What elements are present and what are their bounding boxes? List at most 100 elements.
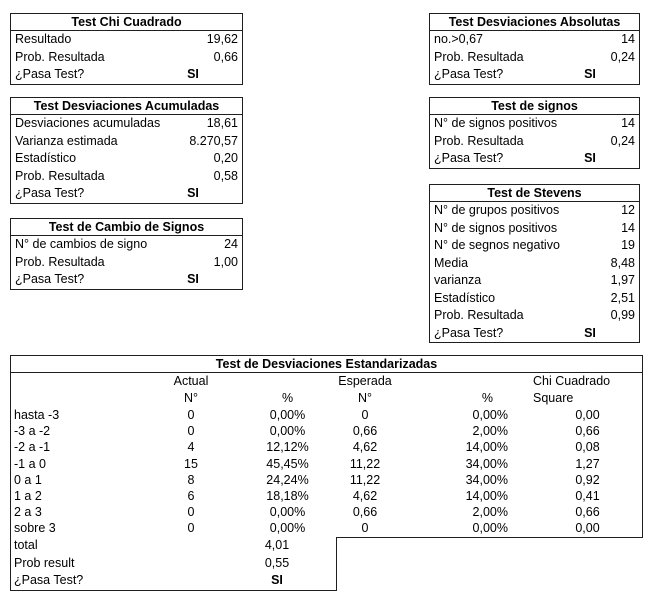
summary-row: Prob result 0,55 xyxy=(11,555,336,573)
pass-test-result: SI xyxy=(187,186,199,200)
stat-value: 18,61 xyxy=(206,116,238,130)
cell-range: 0 a 1 xyxy=(14,472,42,487)
cell-actual-pct: 0,00% xyxy=(269,424,306,439)
stat-row: N° de segnos negativo 19 xyxy=(430,237,639,255)
stat-label: Prob. Resultada xyxy=(15,254,105,269)
pass-test-result: SI xyxy=(584,67,596,81)
pass-test-result: SI xyxy=(584,325,596,340)
table-test-desviaciones-absolutas: Test Desviaciones Absolutas no.>0,67 14 … xyxy=(429,13,640,85)
stat-value: 1,97 xyxy=(610,273,635,287)
table-row: 2 a 3 0 0,00% 0,66 2,00% 0,66 xyxy=(11,504,642,520)
stat-label: N° de grupos positivos xyxy=(434,203,560,217)
pass-test-row: ¿Pasa Test? SI xyxy=(430,66,639,84)
table-test-desviaciones-acumuladas: Test Desviaciones Acumuladas Desviacione… xyxy=(10,97,243,204)
table-summary-footer: total 4,01 Prob result 0,55 ¿Pasa Test? … xyxy=(10,537,337,591)
stat-row: Prob. Resultada 0,58 xyxy=(11,168,242,186)
stat-value: 1,00 xyxy=(213,254,238,269)
stat-value: 0,24 xyxy=(610,133,635,148)
stat-label: Prob result xyxy=(14,555,75,570)
cell-range: -2 a -1 xyxy=(14,440,51,455)
stat-row: Estadístico 2,51 xyxy=(430,290,639,308)
stat-label: Prob. Resultada xyxy=(15,49,105,64)
cell-actual-n: 8 xyxy=(187,472,195,487)
stat-label: ¿Pasa Test? xyxy=(434,325,504,340)
stat-label: N° de cambios de signo xyxy=(15,237,148,251)
stat-label: Estadístico xyxy=(15,151,77,165)
cell-actual-pct: 12,12% xyxy=(266,440,309,455)
cell-esperada-n: 0,66 xyxy=(352,505,378,520)
cell-actual-pct: 45,45% xyxy=(266,456,309,471)
stat-row: N° de cambios de signo 24 xyxy=(11,236,242,254)
cell-actual-n: 0 xyxy=(187,521,195,536)
cell-esperada-n: 11,22 xyxy=(349,456,381,471)
cell-esperada-n: 0 xyxy=(361,408,369,422)
stat-label: N° de signos positivos xyxy=(434,116,558,130)
col-header-esperada-pct: % xyxy=(481,391,493,405)
stat-label: ¿Pasa Test? xyxy=(15,272,85,286)
cell-actual-pct: 24,24% xyxy=(266,472,309,487)
stat-label: ¿Pasa Test? xyxy=(434,151,504,165)
table-row: sobre 3 0 0,00% 0 0,00% 0,00 xyxy=(11,520,642,536)
cell-chi: 0,08 xyxy=(575,440,600,455)
cell-range: -3 a -2 xyxy=(14,424,51,439)
table-title: Test de signos xyxy=(430,98,639,115)
cell-esperada-pct: 0,00% xyxy=(472,521,508,536)
cell-esperada-n: 11,22 xyxy=(349,472,381,487)
cell-range: 2 a 3 xyxy=(14,505,42,520)
cell-esperada-n: 0,66 xyxy=(352,424,378,439)
sub-header-row: N° % N° % Square xyxy=(11,390,642,407)
pass-test-row: ¿Pasa Test? SI xyxy=(11,66,242,84)
pass-test-row: ¿Pasa Test? SI xyxy=(11,185,242,203)
stat-label: Media xyxy=(434,255,469,270)
stat-label: Estadístico xyxy=(434,290,496,305)
table-title: Test Desviaciones Acumuladas xyxy=(11,98,242,115)
cell-actual-pct: 18,18% xyxy=(266,488,309,503)
cell-actual-pct: 0,00% xyxy=(269,408,306,422)
cell-esperada-pct: 34,00% xyxy=(465,472,508,487)
pass-test-row: ¿Pasa Test? SI xyxy=(430,325,639,343)
cell-chi: 0,41 xyxy=(575,488,600,503)
col-header-square: Square xyxy=(533,391,574,405)
table-row: -1 a 0 15 45,45% 11,22 34,00% 1,27 xyxy=(11,456,642,472)
cell-range: -1 a 0 xyxy=(14,456,46,471)
cell-esperada-pct: 2,00% xyxy=(472,424,508,439)
cell-actual-pct: 0,00% xyxy=(269,505,306,520)
cell-range: hasta -3 xyxy=(14,408,60,422)
cell-actual-n: 6 xyxy=(187,488,195,503)
stat-label: Resultado xyxy=(15,32,72,46)
stat-row: N° de grupos positivos 12 xyxy=(430,202,639,220)
stat-value: 8,48 xyxy=(610,255,635,270)
header-spacer xyxy=(258,373,317,390)
cell-esperada-pct: 34,00% xyxy=(465,456,508,471)
table-test-desviaciones-estandarizadas: Test de Desviaciones Estandarizadas Actu… xyxy=(10,355,643,538)
cell-range: 1 a 2 xyxy=(14,488,42,503)
cell-chi: 0,66 xyxy=(575,505,600,520)
pass-test-row: ¿Pasa Test? SI xyxy=(11,572,336,590)
cell-esperada-pct: 0,00% xyxy=(472,408,508,422)
stat-row: Estadístico 0,20 xyxy=(11,150,242,168)
col-header-esperada-n: N° xyxy=(357,391,373,405)
pass-test-result: SI xyxy=(584,151,596,165)
stat-row: Resultado 19,62 xyxy=(11,31,242,49)
cell-range: sobre 3 xyxy=(14,521,56,536)
stat-label: varianza xyxy=(434,273,482,287)
stat-label: ¿Pasa Test? xyxy=(15,186,85,200)
stat-row: Media 8,48 xyxy=(430,255,639,273)
stat-row: N° de signos positivos 14 xyxy=(430,220,639,238)
table-title: Test Chi Cuadrado xyxy=(11,14,242,31)
stat-value: 0,55 xyxy=(264,555,290,570)
header-spacer xyxy=(11,373,124,390)
table-title: Test de Stevens xyxy=(430,185,639,202)
pass-test-result: SI xyxy=(271,573,283,587)
stat-row: Varianza estimada 8.270,57 xyxy=(11,133,242,151)
table-row: -2 a -1 4 12,12% 4,62 14,00% 0,08 xyxy=(11,439,642,455)
table-row: 0 a 1 8 24,24% 11,22 34,00% 0,92 xyxy=(11,472,642,488)
stat-label: N° de signos positivos xyxy=(434,220,558,235)
col-header-actual-pct: % xyxy=(281,391,294,405)
cell-actual-pct: 0,00% xyxy=(269,521,306,536)
pass-test-row: ¿Pasa Test? SI xyxy=(430,150,639,168)
stat-row: N° de signos positivos 14 xyxy=(430,115,639,133)
stat-label: Varianza estimada xyxy=(15,133,118,148)
table-test-de-signos: Test de signos N° de signos positivos 14… xyxy=(429,97,640,169)
table-row: -3 a -2 0 0,00% 0,66 2,00% 0,66 xyxy=(11,423,642,439)
